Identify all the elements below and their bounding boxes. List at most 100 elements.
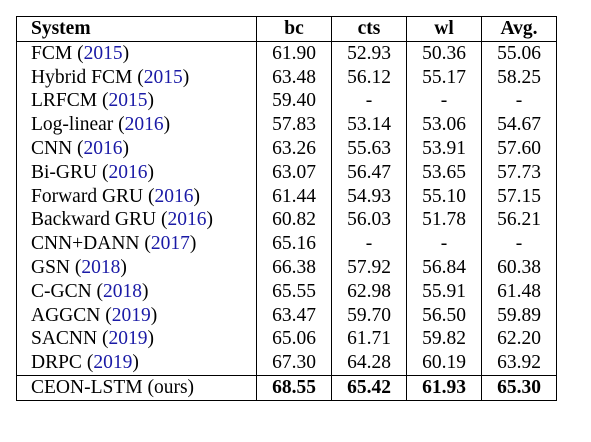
citation-year: 2015 [108,90,148,112]
header-bc: bc [256,16,332,42]
wl-cell: - [406,89,482,114]
table-row: Hybrid FCM (2015) 63.48 56.12 55.17 58.2… [16,65,557,90]
system-cell: Forward GRU (2016) [16,184,257,209]
ours-bc-cell: 68.55 [256,374,332,401]
citation-year: 2019 [93,352,133,374]
system-name: Log-linear [31,114,114,136]
table-row: SACNN (2019) 65.06 61.71 59.82 62.20 [16,327,557,352]
citation-year: 2019 [111,304,151,326]
system-cell: DRPC (2019) [16,351,257,376]
avg-cell: 60.38 [481,255,557,280]
avg-cell: 63.92 [481,351,557,376]
bc-cell: 63.47 [256,303,332,328]
header-avg: Avg. [481,16,557,42]
system-cell: LRFCM (2015) [16,89,257,114]
bc-cell: 61.90 [256,41,332,66]
table-row: Forward GRU (2016) 61.44 54.93 55.10 57.… [16,184,557,209]
system-cell: C-GCN (2018) [16,279,257,304]
system-name: Backward GRU [31,209,157,231]
system-name: Forward GRU [31,185,144,207]
cts-cell: 59.70 [331,303,407,328]
system-name: CNN+DANN [31,233,140,255]
cts-cell: 62.98 [331,279,407,304]
system-cell: SACNN (2019) [16,327,257,352]
system-cell: CNN+DANN (2017) [16,232,257,256]
system-name: GSN [31,256,71,278]
bc-cell: 61.44 [256,184,332,209]
avg-cell: 57.73 [481,160,557,185]
table-body: FCM (2015) 61.90 52.93 50.36 55.06 Hybri… [16,41,557,401]
header-row: System bc cts wl Avg. [16,16,557,42]
system-name: LRFCM [31,90,98,112]
avg-cell: - [481,232,557,256]
bc-cell: 63.48 [256,65,332,90]
citation-year: 2016 [154,185,194,207]
wl-cell: 51.78 [406,208,482,233]
system-cell: CNN (2016) [16,136,257,161]
citation-year: 2016 [108,161,148,183]
wl-cell: 53.91 [406,136,482,161]
bc-cell: 65.16 [256,232,332,256]
citation-year: 2018 [103,280,143,302]
citation-year: 2016 [167,209,207,231]
results-table: System bc cts wl Avg. FCM (2015) 61.90 5… [16,16,557,401]
ours-wl-cell: 61.93 [406,374,482,401]
citation-year: 2017 [150,233,190,255]
citation-year: 2016 [124,114,164,136]
bc-cell: 63.07 [256,160,332,185]
table-row: AGGCN (2019) 63.47 59.70 56.50 59.89 [16,303,557,328]
system-name: FCM [31,42,73,64]
citation-year: 2015 [83,42,123,64]
avg-cell: 55.06 [481,41,557,66]
header-wl: wl [406,16,482,42]
bc-cell: 66.38 [256,255,332,280]
table-row: C-GCN (2018) 65.55 62.98 55.91 61.48 [16,279,557,304]
system-cell: Backward GRU (2016) [16,208,257,233]
wl-cell: 55.17 [406,65,482,90]
cts-cell: 57.92 [331,255,407,280]
cts-cell: 64.28 [331,351,407,376]
citation-year: 2018 [81,256,121,278]
wl-cell: 59.82 [406,327,482,352]
wl-cell: 53.06 [406,113,482,137]
bc-cell: 57.83 [256,113,332,137]
table-row: DRPC (2019) 67.30 64.28 60.19 63.92 [16,351,557,376]
cts-cell: 53.14 [331,113,407,137]
wl-cell: 55.91 [406,279,482,304]
bc-cell: 63.26 [256,136,332,161]
cts-cell: 56.47 [331,160,407,185]
ours-cts-cell: 65.42 [331,374,407,401]
table-row: Bi-GRU (2016) 63.07 56.47 53.65 57.73 [16,160,557,185]
citation-year: 2016 [83,137,123,159]
bc-cell: 65.55 [256,279,332,304]
avg-cell: 59.89 [481,303,557,328]
citation-year: 2019 [108,328,148,350]
system-cell: Bi-GRU (2016) [16,160,257,185]
header-system: System [16,16,257,42]
wl-cell: 55.10 [406,184,482,209]
table-row: CNN+DANN (2017) 65.16 - - - [16,232,557,256]
avg-cell: 57.60 [481,136,557,161]
system-name: Bi-GRU [31,161,98,183]
system-name: DRPC [31,352,82,374]
table-row: FCM (2015) 61.90 52.93 50.36 55.06 [16,41,557,66]
ours-system-cell: CEON-LSTM (ours) [16,374,257,401]
system-cell: Log-linear (2016) [16,113,257,137]
ours-avg-cell: 65.30 [481,374,557,401]
table-row: LRFCM (2015) 59.40 - - - [16,89,557,114]
table-row: Backward GRU (2016) 60.82 56.03 51.78 56… [16,208,557,233]
wl-cell: - [406,232,482,256]
wl-cell: 60.19 [406,351,482,376]
system-name: C-GCN [31,280,92,302]
cts-cell: 55.63 [331,136,407,161]
cts-cell: 56.12 [331,65,407,90]
system-cell: GSN (2018) [16,255,257,280]
system-cell: AGGCN (2019) [16,303,257,328]
bc-cell: 59.40 [256,89,332,114]
table-row: CNN (2016) 63.26 55.63 53.91 57.60 [16,136,557,161]
cts-cell: 61.71 [331,327,407,352]
system-name: SACNN [31,328,98,350]
system-cell: Hybrid FCM (2015) [16,65,257,90]
wl-cell: 50.36 [406,41,482,66]
citation-year: 2015 [143,66,183,88]
